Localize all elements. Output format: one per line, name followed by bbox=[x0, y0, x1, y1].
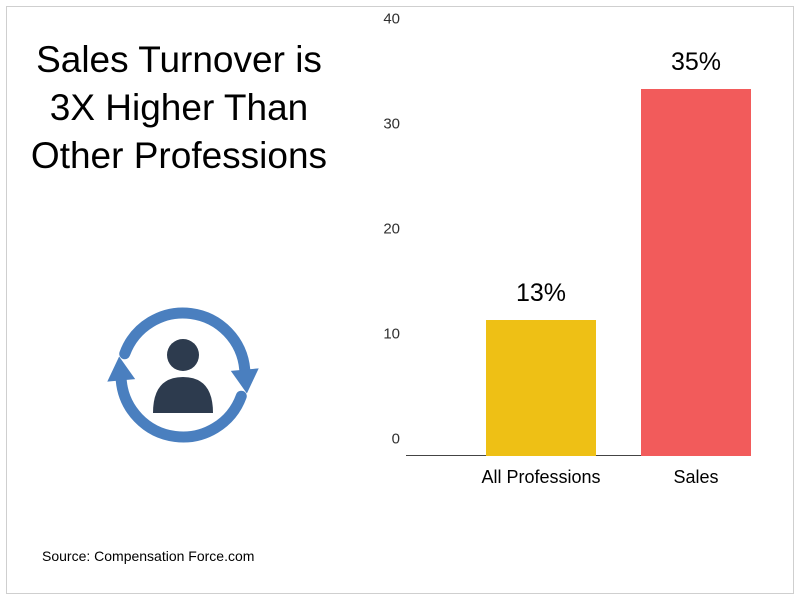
y-tick: 10 bbox=[370, 326, 400, 343]
y-tick: 20 bbox=[370, 221, 400, 238]
bar-all-professions bbox=[486, 320, 596, 457]
page-title: Sales Turnover is 3X Higher Than Other P… bbox=[24, 36, 334, 180]
source-text: Source: Compensation Force.com bbox=[42, 548, 254, 564]
y-tick: 40 bbox=[370, 11, 400, 28]
x-category-label: Sales bbox=[673, 467, 718, 488]
turnover-bar-chart: 01020304013%All Professions35%Sales bbox=[370, 30, 770, 510]
x-category-label: All Professions bbox=[481, 467, 600, 488]
y-tick: 30 bbox=[370, 116, 400, 133]
person-cycle-icon bbox=[98, 290, 268, 460]
bar-value-label: 35% bbox=[671, 48, 721, 77]
y-tick: 0 bbox=[370, 431, 400, 448]
bar-sales bbox=[641, 89, 751, 457]
bar-value-label: 13% bbox=[516, 279, 566, 308]
